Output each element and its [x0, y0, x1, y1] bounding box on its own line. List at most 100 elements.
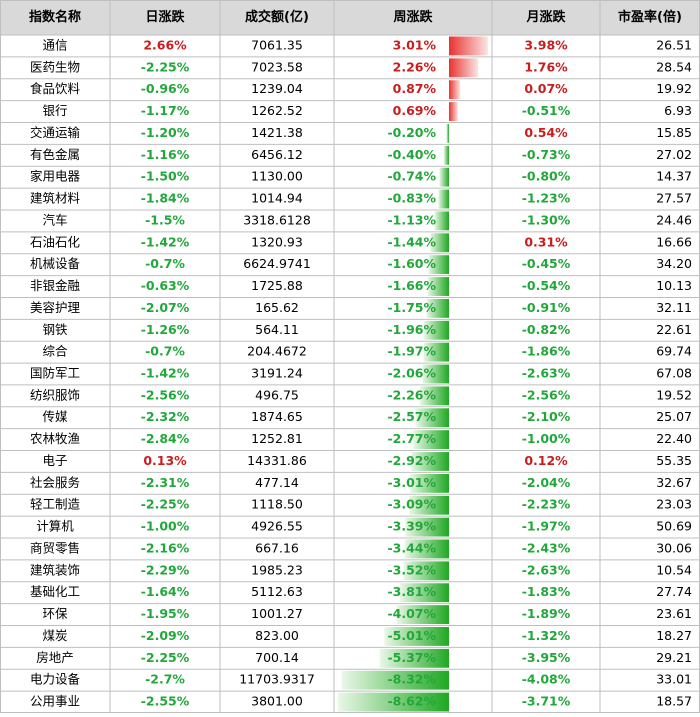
week-bar — [404, 539, 449, 559]
volume-cell: 1014.94 — [251, 191, 303, 206]
pe-cell: 14.37 — [656, 169, 692, 184]
week-cell: 0.69% — [393, 103, 437, 118]
week-cell: -3.52% — [387, 562, 436, 577]
pe-cell: 15.85 — [656, 125, 692, 140]
volume-cell: 5112.63 — [251, 584, 303, 599]
volume-cell: 1252.81 — [251, 431, 303, 446]
name-cell: 通信 — [42, 37, 67, 52]
volume-cell: 7061.35 — [251, 37, 303, 52]
header-cell: 成交额(亿) — [245, 9, 309, 25]
week-cell: -1.96% — [387, 322, 436, 337]
day-cell: -2.09% — [141, 628, 190, 643]
volume-cell: 7023.58 — [251, 59, 303, 74]
week-bar — [449, 102, 458, 121]
week-cell: -1.60% — [387, 256, 436, 271]
month-cell: 3.98% — [524, 37, 568, 52]
month-cell: -2.04% — [522, 475, 571, 490]
pe-cell: 67.08 — [656, 366, 692, 381]
pe-cell: 22.40 — [656, 431, 692, 446]
day-cell: -2.25% — [141, 497, 190, 512]
pe-cell: 33.01 — [656, 672, 692, 687]
day-cell: -0.7% — [145, 256, 185, 271]
pe-cell: 10.54 — [656, 562, 692, 577]
pe-cell: 24.46 — [656, 212, 692, 227]
week-bar — [428, 255, 449, 275]
volume-cell: 564.11 — [255, 322, 299, 337]
volume-cell: 1421.38 — [251, 125, 303, 140]
day-cell: -1.42% — [141, 234, 190, 249]
name-cell: 汽车 — [42, 212, 67, 227]
day-cell: -1.20% — [141, 125, 190, 140]
week-bar — [446, 123, 449, 143]
pe-cell: 6.93 — [664, 103, 692, 118]
day-cell: -2.56% — [141, 387, 190, 402]
week-cell: -3.01% — [387, 475, 436, 490]
week-cell: -5.01% — [387, 628, 436, 643]
week-cell: -0.83% — [387, 191, 436, 206]
pe-cell: 55.35 — [656, 453, 692, 468]
volume-cell: 1130.00 — [251, 169, 303, 184]
day-cell: -0.63% — [141, 278, 190, 293]
header-cell: 指数名称 — [29, 9, 81, 25]
week-bar — [410, 473, 449, 493]
week-cell: 3.01% — [393, 37, 437, 52]
volume-cell: 3801.00 — [251, 694, 303, 709]
week-bar — [341, 670, 449, 690]
name-cell: 医药生物 — [30, 59, 80, 74]
volume-cell: 1874.65 — [251, 409, 303, 424]
name-cell: 环保 — [42, 606, 68, 621]
month-cell: -0.45% — [522, 256, 571, 271]
week-cell: -2.06% — [387, 366, 436, 381]
volume-cell: 667.16 — [255, 540, 299, 555]
pe-cell: 18.57 — [656, 694, 692, 709]
name-cell: 建筑材料 — [30, 191, 81, 206]
week-bar — [449, 80, 461, 100]
week-bar — [443, 145, 449, 165]
header-cell: 日涨跌 — [145, 9, 185, 25]
volume-cell: 700.14 — [255, 650, 299, 665]
week-cell: -0.20% — [387, 125, 436, 140]
pe-cell: 18.27 — [656, 628, 692, 643]
week-bar — [337, 692, 449, 712]
month-cell: -0.82% — [522, 322, 571, 337]
month-cell: -0.51% — [522, 103, 571, 118]
name-cell: 基础化工 — [30, 584, 80, 599]
pe-cell: 69.74 — [656, 344, 692, 359]
volume-cell: 3191.24 — [251, 366, 303, 381]
week-bar — [405, 517, 449, 537]
week-cell: -0.40% — [387, 147, 436, 162]
month-cell: -2.10% — [522, 409, 571, 424]
day-cell: -2.7% — [145, 672, 185, 687]
week-cell: -8.62% — [387, 694, 436, 709]
name-cell: 国防军工 — [30, 366, 80, 381]
week-cell: -3.39% — [387, 519, 436, 534]
month-cell: 0.07% — [524, 81, 568, 96]
name-cell: 电子 — [42, 453, 67, 468]
week-cell: -3.44% — [387, 540, 436, 555]
month-cell: 0.54% — [524, 125, 568, 140]
week-cell: -5.37% — [387, 650, 436, 665]
day-cell: -1.26% — [141, 322, 190, 337]
name-cell: 房地产 — [36, 650, 74, 665]
day-cell: -1.5% — [145, 212, 185, 227]
header-cell: 周涨跌 — [393, 9, 433, 25]
week-cell: -1.97% — [387, 344, 436, 359]
week-cell: -3.09% — [387, 497, 436, 512]
week-cell: -2.26% — [387, 387, 436, 402]
volume-cell: 1725.88 — [251, 278, 303, 293]
day-cell: -0.7% — [145, 344, 185, 359]
volume-cell: 1239.04 — [251, 81, 303, 96]
day-cell: -0.96% — [141, 81, 190, 96]
volume-cell: 1001.27 — [251, 606, 303, 621]
week-cell: -0.74% — [387, 169, 436, 184]
day-cell: -2.25% — [141, 650, 190, 665]
header-cell: 月涨跌 — [525, 9, 566, 25]
name-cell: 建筑装饰 — [30, 562, 80, 577]
header-bg — [0, 0, 700, 35]
volume-cell: 3318.6128 — [243, 212, 311, 227]
week-cell: -2.57% — [387, 409, 436, 424]
pe-cell: 29.21 — [656, 650, 692, 665]
week-cell: -2.77% — [387, 431, 436, 446]
week-bar — [427, 277, 449, 296]
